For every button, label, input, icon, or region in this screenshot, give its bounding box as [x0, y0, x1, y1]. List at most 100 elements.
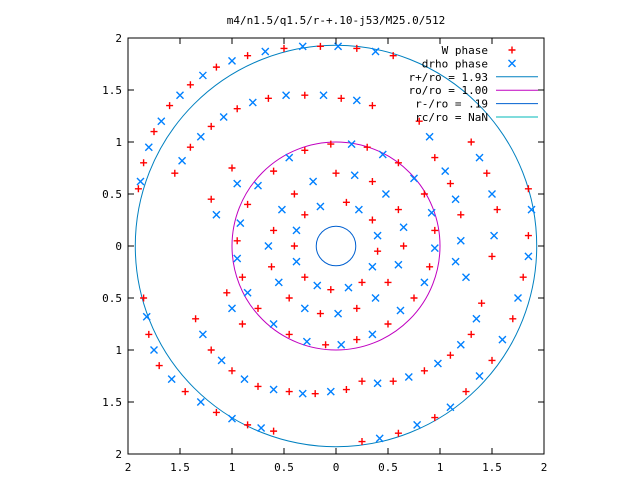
point-s1-21 [488, 190, 496, 198]
point-s0-40 [389, 377, 397, 385]
point-s1-24 [524, 252, 533, 261]
legend-label-3: ro/ro = 1.00 [409, 84, 488, 97]
point-s1-4 [198, 71, 207, 80]
point-s0-31 [488, 356, 496, 364]
point-s0-2 [150, 128, 158, 136]
x-tick-label-3: 0.5 [274, 461, 294, 474]
point-s1-1 [144, 143, 153, 152]
point-s0-58 [394, 159, 402, 167]
point-s1-67 [394, 260, 403, 269]
point-s1-41 [326, 387, 335, 396]
point-s1-85 [462, 273, 470, 282]
point-s0-54 [244, 421, 252, 429]
point-s1-82 [316, 202, 325, 211]
point-s0-85 [368, 216, 376, 224]
point-s0-80 [285, 294, 293, 302]
point-s1-86 [212, 210, 221, 219]
point-s1-37 [217, 356, 226, 365]
point-s1-36 [198, 330, 207, 339]
point-s0-49 [140, 294, 148, 302]
point-s0-89 [301, 273, 309, 281]
point-s1-31 [472, 314, 481, 323]
point-s1-43 [150, 346, 158, 354]
point-s0-45 [254, 382, 262, 390]
point-s1-44 [167, 375, 176, 384]
point-s1-55 [368, 330, 377, 339]
point-s0-8 [316, 42, 324, 50]
circle-0 [134, 44, 538, 448]
point-s1-12 [219, 113, 228, 122]
point-s0-95 [228, 164, 236, 172]
point-s1-0 [136, 177, 145, 186]
point-s0-62 [410, 294, 418, 302]
point-s1-72 [264, 242, 273, 250]
point-s0-73 [332, 169, 340, 177]
point-s1-47 [257, 424, 266, 432]
point-s0-81 [268, 263, 276, 271]
point-s0-48 [342, 386, 350, 394]
point-s1-63 [285, 153, 294, 162]
point-s1-10 [178, 156, 187, 165]
point-s0-74 [368, 178, 376, 186]
point-s0-14 [233, 105, 241, 113]
point-s1-74 [309, 177, 318, 186]
chart-title: m4/n1.5/q1.5/r-+.10-j53/M25.0/512 [227, 14, 446, 27]
point-s0-51 [155, 362, 163, 370]
point-s0-41 [358, 377, 366, 385]
point-s0-47 [311, 390, 319, 398]
point-s1-34 [404, 373, 413, 382]
circle-1 [231, 141, 441, 351]
point-s1-64 [350, 171, 359, 180]
legend-label-1: drho phase [422, 57, 488, 70]
point-s1-7 [298, 42, 307, 51]
point-s0-72 [301, 146, 309, 154]
point-s0-77 [384, 278, 392, 286]
point-s1-46 [228, 414, 236, 423]
point-s1-51 [427, 208, 436, 217]
point-s0-76 [400, 242, 408, 250]
point-s0-60 [431, 226, 439, 234]
x-tick-label-8: 2 [541, 461, 548, 474]
point-s0-64 [353, 336, 361, 344]
point-s0-28 [524, 232, 532, 240]
point-s1-38 [240, 375, 249, 384]
point-s0-91 [301, 211, 309, 219]
point-s0-17 [337, 94, 345, 102]
point-s1-28 [446, 403, 455, 412]
point-s0-32 [462, 388, 470, 396]
x-tick-label-7: 1.5 [482, 461, 502, 474]
point-s1-65 [381, 190, 390, 198]
point-s0-25 [493, 206, 501, 214]
point-s1-77 [368, 262, 377, 271]
y-tick-label-8: 2 [115, 32, 122, 45]
point-s1-57 [302, 337, 311, 346]
point-s0-36 [478, 299, 486, 307]
point-s0-57 [363, 143, 371, 151]
point-s0-3 [166, 102, 174, 110]
y-tick-label-6: 1 [115, 136, 122, 149]
y-tick-label-2: 1 [115, 344, 122, 357]
x-tick-label-0: 2 [125, 461, 132, 474]
point-s1-16 [352, 96, 361, 105]
point-s1-76 [373, 231, 382, 240]
point-s1-66 [399, 223, 408, 232]
point-s1-48 [347, 140, 356, 149]
point-s0-66 [285, 330, 293, 338]
point-s0-0 [134, 185, 142, 193]
point-s0-88 [327, 286, 335, 294]
y-tick-label-4: 0 [115, 240, 122, 253]
point-s1-22 [490, 231, 499, 240]
point-s0-63 [384, 320, 392, 328]
point-s1-45 [196, 398, 205, 406]
point-s1-50 [410, 174, 418, 183]
point-s0-53 [212, 408, 220, 416]
point-s0-7 [280, 44, 288, 52]
point-s0-37 [467, 330, 475, 338]
point-s1-71 [274, 278, 283, 287]
point-s0-16 [301, 91, 309, 99]
point-s1-39 [269, 385, 278, 394]
x-tick-label-1: 1.5 [170, 461, 190, 474]
point-s0-29 [519, 273, 527, 281]
point-s0-12 [186, 143, 194, 151]
point-s0-23 [467, 138, 475, 146]
